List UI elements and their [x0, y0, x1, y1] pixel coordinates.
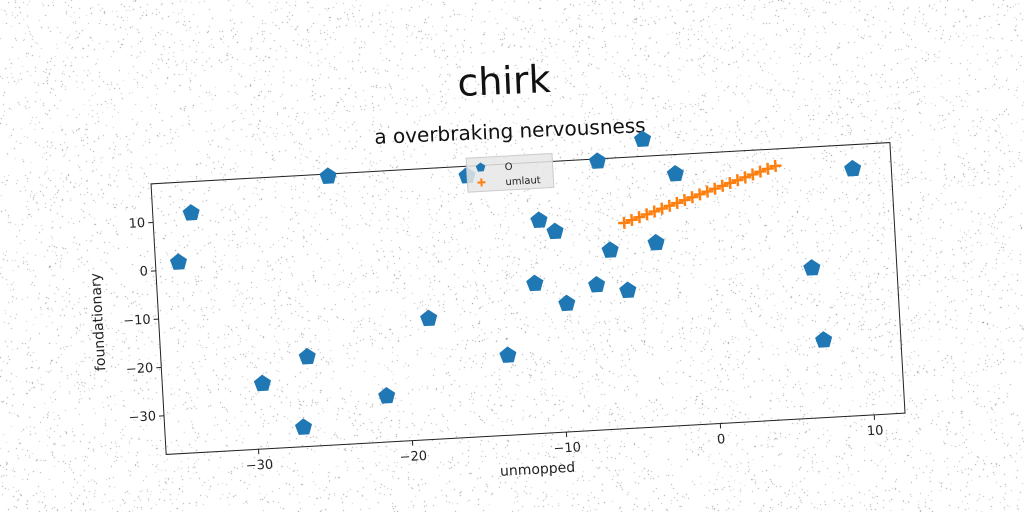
- data-point: [666, 164, 684, 182]
- x-axis: −30 −20 −10 0 10: [245, 414, 884, 474]
- x-tick-label: −20: [399, 449, 427, 466]
- data-point: [294, 418, 313, 435]
- y-tick-label: −30: [128, 409, 156, 426]
- data-point: [693, 188, 706, 201]
- data-point: [625, 213, 638, 227]
- y-axis-label: foundationary: [88, 273, 109, 372]
- y-tick-label: −10: [123, 313, 151, 330]
- data-point: [844, 159, 862, 177]
- legend-marker: [475, 162, 486, 172]
- legend-marker: [477, 178, 486, 187]
- data-point: [678, 194, 691, 207]
- data-point: [633, 211, 646, 224]
- y-tick-label: 10: [128, 216, 145, 232]
- plot-area: −30 −20 −10 0 10 −30 −20 −10 0 10 unmopped found…: [88, 130, 906, 480]
- data-point: [723, 176, 737, 190]
- data-point: [716, 179, 729, 192]
- chart-subtitle: a overbraking nervousness: [374, 113, 646, 149]
- y-tick-label: −20: [126, 361, 154, 378]
- data-point: [526, 274, 544, 292]
- data-point: [182, 204, 200, 221]
- x-tick-label: 10: [866, 423, 883, 439]
- data-point: [640, 208, 653, 221]
- data-point: [546, 222, 564, 240]
- data-point: [746, 168, 759, 181]
- data-point: [420, 309, 438, 327]
- data-point: [731, 174, 744, 187]
- data-point: [499, 346, 517, 363]
- data-point: [298, 347, 316, 365]
- y-axis: −30 −20 −10 0 10: [123, 216, 165, 426]
- data-point: [655, 202, 669, 215]
- series-umlaut: [618, 159, 782, 229]
- data-point: [686, 191, 699, 204]
- data-point: [647, 233, 665, 251]
- data-point: [601, 241, 619, 258]
- data-point: [169, 253, 187, 270]
- data-point: [769, 159, 782, 172]
- data-point: [803, 259, 821, 276]
- data-point: [761, 162, 774, 175]
- data-point: [253, 374, 271, 392]
- legend-label: O: [504, 162, 513, 173]
- data-point: [663, 199, 676, 212]
- data-point: [619, 281, 637, 299]
- data-point: [588, 275, 606, 293]
- legend-label: umlaut: [505, 175, 541, 188]
- data-point: [558, 294, 576, 312]
- data-point: [378, 387, 396, 404]
- series-O: [169, 130, 862, 435]
- series-layer: [169, 130, 862, 435]
- data-point: [633, 130, 652, 147]
- chart-title: chirk: [457, 57, 552, 105]
- data-point: [708, 182, 721, 195]
- x-tick-label: 0: [717, 432, 726, 447]
- x-tick-label: −10: [553, 440, 581, 457]
- data-point: [739, 171, 752, 184]
- data-point: [648, 205, 661, 218]
- data-point: [671, 196, 684, 209]
- legend-box: [465, 152, 555, 193]
- data-point: [530, 211, 548, 228]
- data-point: [701, 185, 714, 198]
- data-point: [319, 167, 337, 184]
- x-axis-label: unmopped: [500, 460, 576, 480]
- y-tick-label: 0: [139, 264, 148, 279]
- axes-frame: [150, 142, 906, 455]
- data-point: [754, 165, 767, 178]
- data-point: [618, 216, 631, 229]
- data-point: [815, 331, 833, 348]
- data-point: [588, 152, 606, 169]
- x-tick-label: −30: [245, 457, 273, 474]
